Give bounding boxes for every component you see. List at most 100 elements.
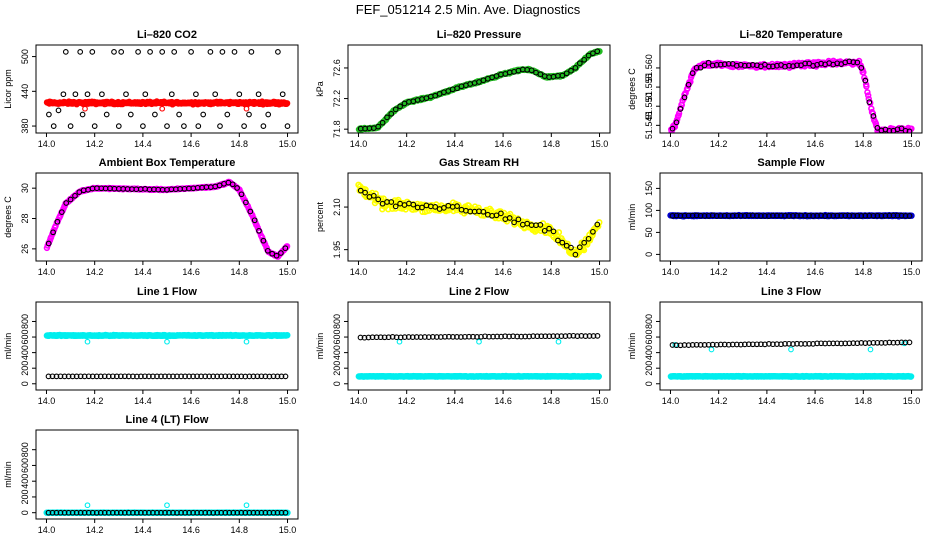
data-point [581,56,588,63]
data-point [49,509,56,516]
data-point [494,333,500,340]
data-point [362,189,368,196]
data-point [72,91,79,98]
x-tick-label: 14.2 [86,267,104,277]
data-point [270,373,277,380]
data-point [231,49,238,55]
data-point [370,192,377,199]
data-point [127,111,134,118]
data-point [506,215,513,221]
data-point [214,373,221,380]
data-point [283,100,291,107]
data-point [361,334,368,341]
data-point [572,251,579,258]
data-point [166,509,172,516]
data-point [741,213,748,219]
x-tick-label: 14.4 [758,139,776,149]
x-tick-label: 14.0 [662,139,680,149]
data-point [243,502,250,509]
data-point [190,509,196,516]
x-tick-label: 14.4 [446,396,464,406]
data-point [77,509,84,516]
x-tick-label: 14.4 [134,525,152,535]
data-point [97,373,104,380]
x-tick-label: 14.4 [758,267,776,277]
data-point [262,509,269,516]
y-tick-label: 200 [332,361,342,376]
data-point [713,62,720,68]
data-point [794,62,800,69]
data-point [826,212,833,219]
series-group [355,47,603,133]
data-point [246,509,253,516]
data-point [762,341,768,348]
data-point [786,340,792,347]
data-point [572,65,579,71]
data-point [673,119,680,126]
data-point [170,373,176,380]
data-point [260,123,267,129]
data-point [906,339,913,346]
data-point [850,213,857,219]
data-point [49,373,56,380]
data-point [693,341,700,348]
data-point [77,49,84,55]
x-tick-label: 14.8 [855,267,873,277]
data-point [397,103,403,110]
x-tick-label: 14.6 [182,525,200,535]
data-point [384,114,390,121]
data-point [181,123,187,129]
y-tick-label: 800 [20,314,30,329]
plot-frame [35,172,299,262]
data-point [818,340,824,347]
data-point [67,123,74,129]
data-point [236,91,243,98]
data-point [806,60,812,67]
data-point [202,509,209,516]
data-point [182,509,188,516]
data-point [511,219,517,226]
y-axis-label: percent [315,201,325,232]
data-point [697,64,704,71]
data-point [401,334,408,340]
y-tick-label: 26 [20,244,30,254]
x-tick-label: 14.8 [855,139,873,149]
data-point [709,212,716,219]
data-point [212,91,219,98]
panel-3: Li–820 Temperature degrees C 14.0 14.2 14.4 1… [627,29,923,149]
y-axis-label: ml/min [627,333,637,360]
data-point [224,111,231,118]
data-point [170,509,176,516]
panel-9: Line 3 Flow ml/min 14.0 14.2 14.4 14.6 14.8 15.… [627,286,923,406]
data-point [130,373,136,380]
y-tick-label: 800 [644,314,654,329]
data-point [442,333,448,340]
panel-1: Li–820 CO2 Licor ppm 14.0 14.2 14.4 14.6 14.8 1… [3,29,299,149]
data-point [766,341,772,347]
data-point [737,212,744,219]
data-point [860,69,867,76]
data-point [669,342,676,348]
data-point [594,48,601,55]
series-group [43,178,291,260]
y-tick-label: 600 [644,330,654,345]
data-point [164,123,170,129]
data-point [274,373,281,380]
data-point [907,373,915,380]
data-point [562,333,569,339]
data-point [82,105,88,112]
data-point [594,333,601,339]
plot-frame [659,172,923,262]
data-point [708,346,715,353]
data-point [147,49,153,55]
data-point [745,62,752,69]
data-point [689,70,696,76]
data-point [375,123,382,130]
data-point [733,212,740,219]
data-point [838,212,845,219]
data-point [446,333,452,340]
data-point [61,373,68,380]
y-tick-label: 0 [20,510,30,515]
data-point [118,49,125,55]
data-point [154,509,160,516]
